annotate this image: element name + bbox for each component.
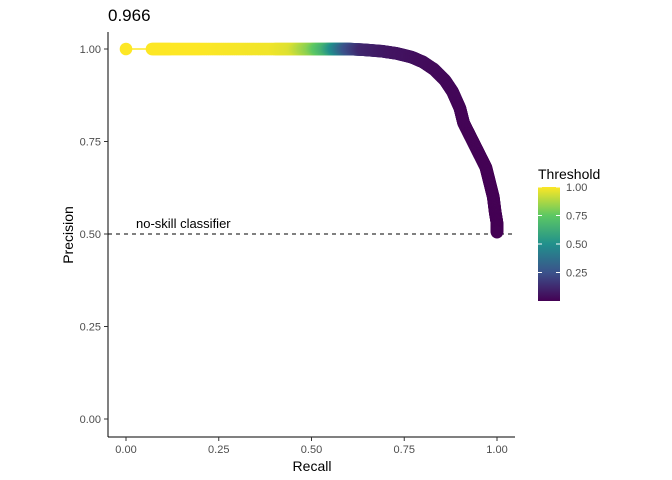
threshold-legend: Threshold 0.25 0.50 0.75 1.00 [538, 166, 600, 301]
axes: 0.00 0.25 0.50 0.75 1.00 0.00 0.25 0.50 0.75 1.00 [80, 32, 515, 456]
x-tick-label: 0.25 [208, 444, 229, 456]
y-axis-title: Precision [60, 206, 76, 264]
y-tick-label: 0.50 [80, 229, 101, 241]
pr-curve [119, 42, 504, 239]
legend-tick-label: 0.75 [566, 211, 587, 223]
no-skill-label: no-skill classifier [136, 216, 231, 231]
legend-colorbar [538, 187, 560, 301]
x-tick-label: 0.50 [301, 444, 322, 456]
legend-tick-label: 1.00 [566, 182, 587, 194]
legend-tick-label: 0.50 [566, 239, 587, 251]
y-tick-label: 0.75 [80, 137, 101, 149]
x-tick-label: 1.00 [486, 444, 507, 456]
curve-point [490, 225, 504, 239]
curve-point [119, 42, 133, 56]
reference-line-group: no-skill classifier [108, 216, 515, 235]
y-tick-label: 0.25 [80, 322, 101, 334]
x-tick-label: 0.75 [394, 444, 415, 456]
y-tick-label: 1.00 [80, 44, 101, 56]
legend-title: Threshold [538, 166, 600, 182]
legend-tick-label: 0.25 [566, 268, 587, 280]
x-tick-label: 0.00 [115, 444, 136, 456]
chart-title: 0.966 [108, 6, 151, 25]
x-axis-title: Recall [293, 458, 332, 474]
y-tick-label: 0.00 [80, 414, 101, 426]
